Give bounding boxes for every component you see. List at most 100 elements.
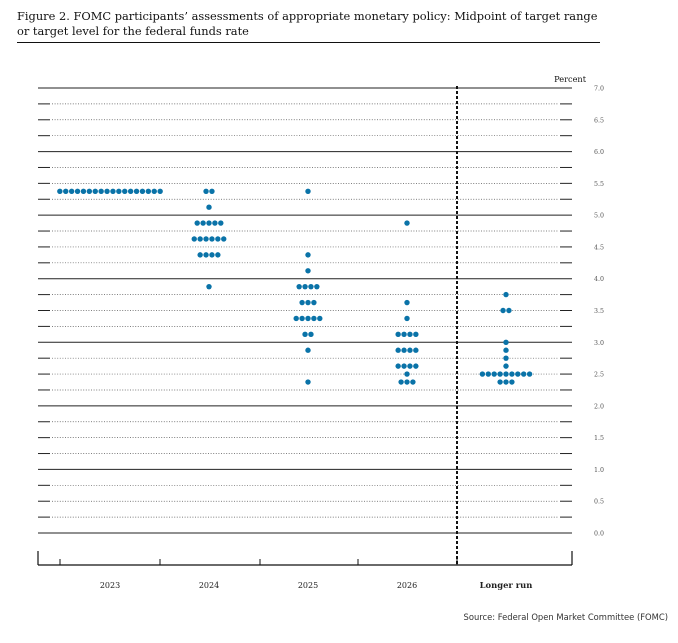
data-dot <box>305 188 311 195</box>
data-dot <box>86 188 93 195</box>
data-dot <box>395 347 401 353</box>
data-dot <box>395 363 401 369</box>
data-dot <box>293 315 299 322</box>
figure-title: Figure 2. FOMC participants’ assessments… <box>17 9 598 38</box>
y-tick-label: 3.0 <box>594 340 604 347</box>
data-dot <box>92 188 98 195</box>
data-dot <box>506 307 512 314</box>
data-dot <box>151 188 157 195</box>
data-dot <box>503 339 509 345</box>
data-dot <box>404 379 410 385</box>
data-dot <box>74 188 81 195</box>
y-tick-label: 4.0 <box>594 276 604 283</box>
data-dot <box>221 236 227 242</box>
data-dot <box>68 188 75 195</box>
y-tick-label: 1.5 <box>594 435 604 442</box>
data-dot <box>98 188 104 195</box>
data-dot <box>122 188 128 195</box>
data-dot <box>485 371 491 377</box>
data-dot <box>305 252 311 258</box>
data-dot <box>503 363 509 369</box>
data-dot <box>311 315 317 322</box>
data-dot <box>401 347 407 353</box>
y-tick-label: 2.5 <box>594 372 604 379</box>
data-dot <box>404 299 410 306</box>
data-dot <box>203 252 209 258</box>
data-dot <box>317 315 323 322</box>
data-dot <box>299 315 305 322</box>
data-dot <box>410 379 416 385</box>
data-dot <box>104 188 110 195</box>
y-tick-label: 0.0 <box>594 531 604 538</box>
y-tick-label: 1.0 <box>594 467 604 474</box>
data-dot <box>194 220 200 226</box>
data-dot <box>497 371 503 377</box>
y-tick-label: 5.5 <box>594 181 604 188</box>
data-dot <box>305 347 311 353</box>
data-dot <box>314 283 320 290</box>
data-dot <box>413 363 419 369</box>
data-dot <box>200 220 206 226</box>
data-dot <box>305 315 311 322</box>
data-dot <box>509 379 515 385</box>
data-dot <box>407 347 413 353</box>
data-dot <box>401 363 407 369</box>
data-dot <box>133 188 140 195</box>
data-dot <box>407 331 413 338</box>
data-dot <box>526 371 533 377</box>
y-tick-label: 7.0 <box>594 86 604 93</box>
data-dot <box>110 188 116 195</box>
data-dot <box>503 379 509 385</box>
data-dot <box>197 252 203 258</box>
y-tick-label: 3.5 <box>594 308 604 315</box>
y-tick-label: 0.5 <box>594 499 604 506</box>
data-dot <box>215 252 221 258</box>
data-dot <box>503 371 509 377</box>
data-dot <box>305 299 311 306</box>
data-dot <box>215 236 221 242</box>
data-dot <box>404 220 410 226</box>
data-dot <box>206 204 212 210</box>
data-dot <box>497 379 503 385</box>
data-dot <box>509 371 515 377</box>
y-tick-label: 5.0 <box>594 213 604 220</box>
data-dot <box>503 355 509 361</box>
x-tick-label: 2025 <box>298 581 318 590</box>
data-dot <box>404 371 410 377</box>
data-dot <box>395 331 401 338</box>
title-rule <box>17 42 600 44</box>
data-dot <box>308 283 314 290</box>
data-dot <box>521 371 527 377</box>
data-dot <box>503 347 509 353</box>
data-dot <box>209 188 215 195</box>
data-dot <box>491 371 497 377</box>
data-dot <box>116 188 122 195</box>
data-dot <box>479 371 486 377</box>
data-dot <box>191 236 197 242</box>
data-dot <box>401 331 407 338</box>
data-dot <box>500 307 506 314</box>
data-dot <box>515 371 521 377</box>
data-dot <box>209 236 215 242</box>
x-tick-label: 2024 <box>199 581 219 590</box>
data-dot <box>503 291 509 298</box>
data-dot <box>311 299 317 306</box>
data-dot <box>305 379 311 385</box>
x-tick-label: 2026 <box>397 581 417 590</box>
data-dot <box>203 188 209 195</box>
data-dot <box>398 379 404 385</box>
data-dot <box>145 188 152 195</box>
y-tick-label: 4.5 <box>594 244 604 251</box>
data-dot <box>305 268 311 274</box>
x-tick-label: Longer run <box>480 580 533 590</box>
source-note: Source: Federal Open Market Committee (F… <box>463 612 668 622</box>
data-dot <box>299 299 305 306</box>
data-dot <box>206 220 212 226</box>
data-dot <box>407 363 413 369</box>
data-dot <box>63 188 69 195</box>
data-dot <box>203 236 209 242</box>
data-dot <box>127 188 134 195</box>
data-dot <box>80 188 87 195</box>
data-dot <box>218 220 224 226</box>
data-dot <box>296 283 302 290</box>
